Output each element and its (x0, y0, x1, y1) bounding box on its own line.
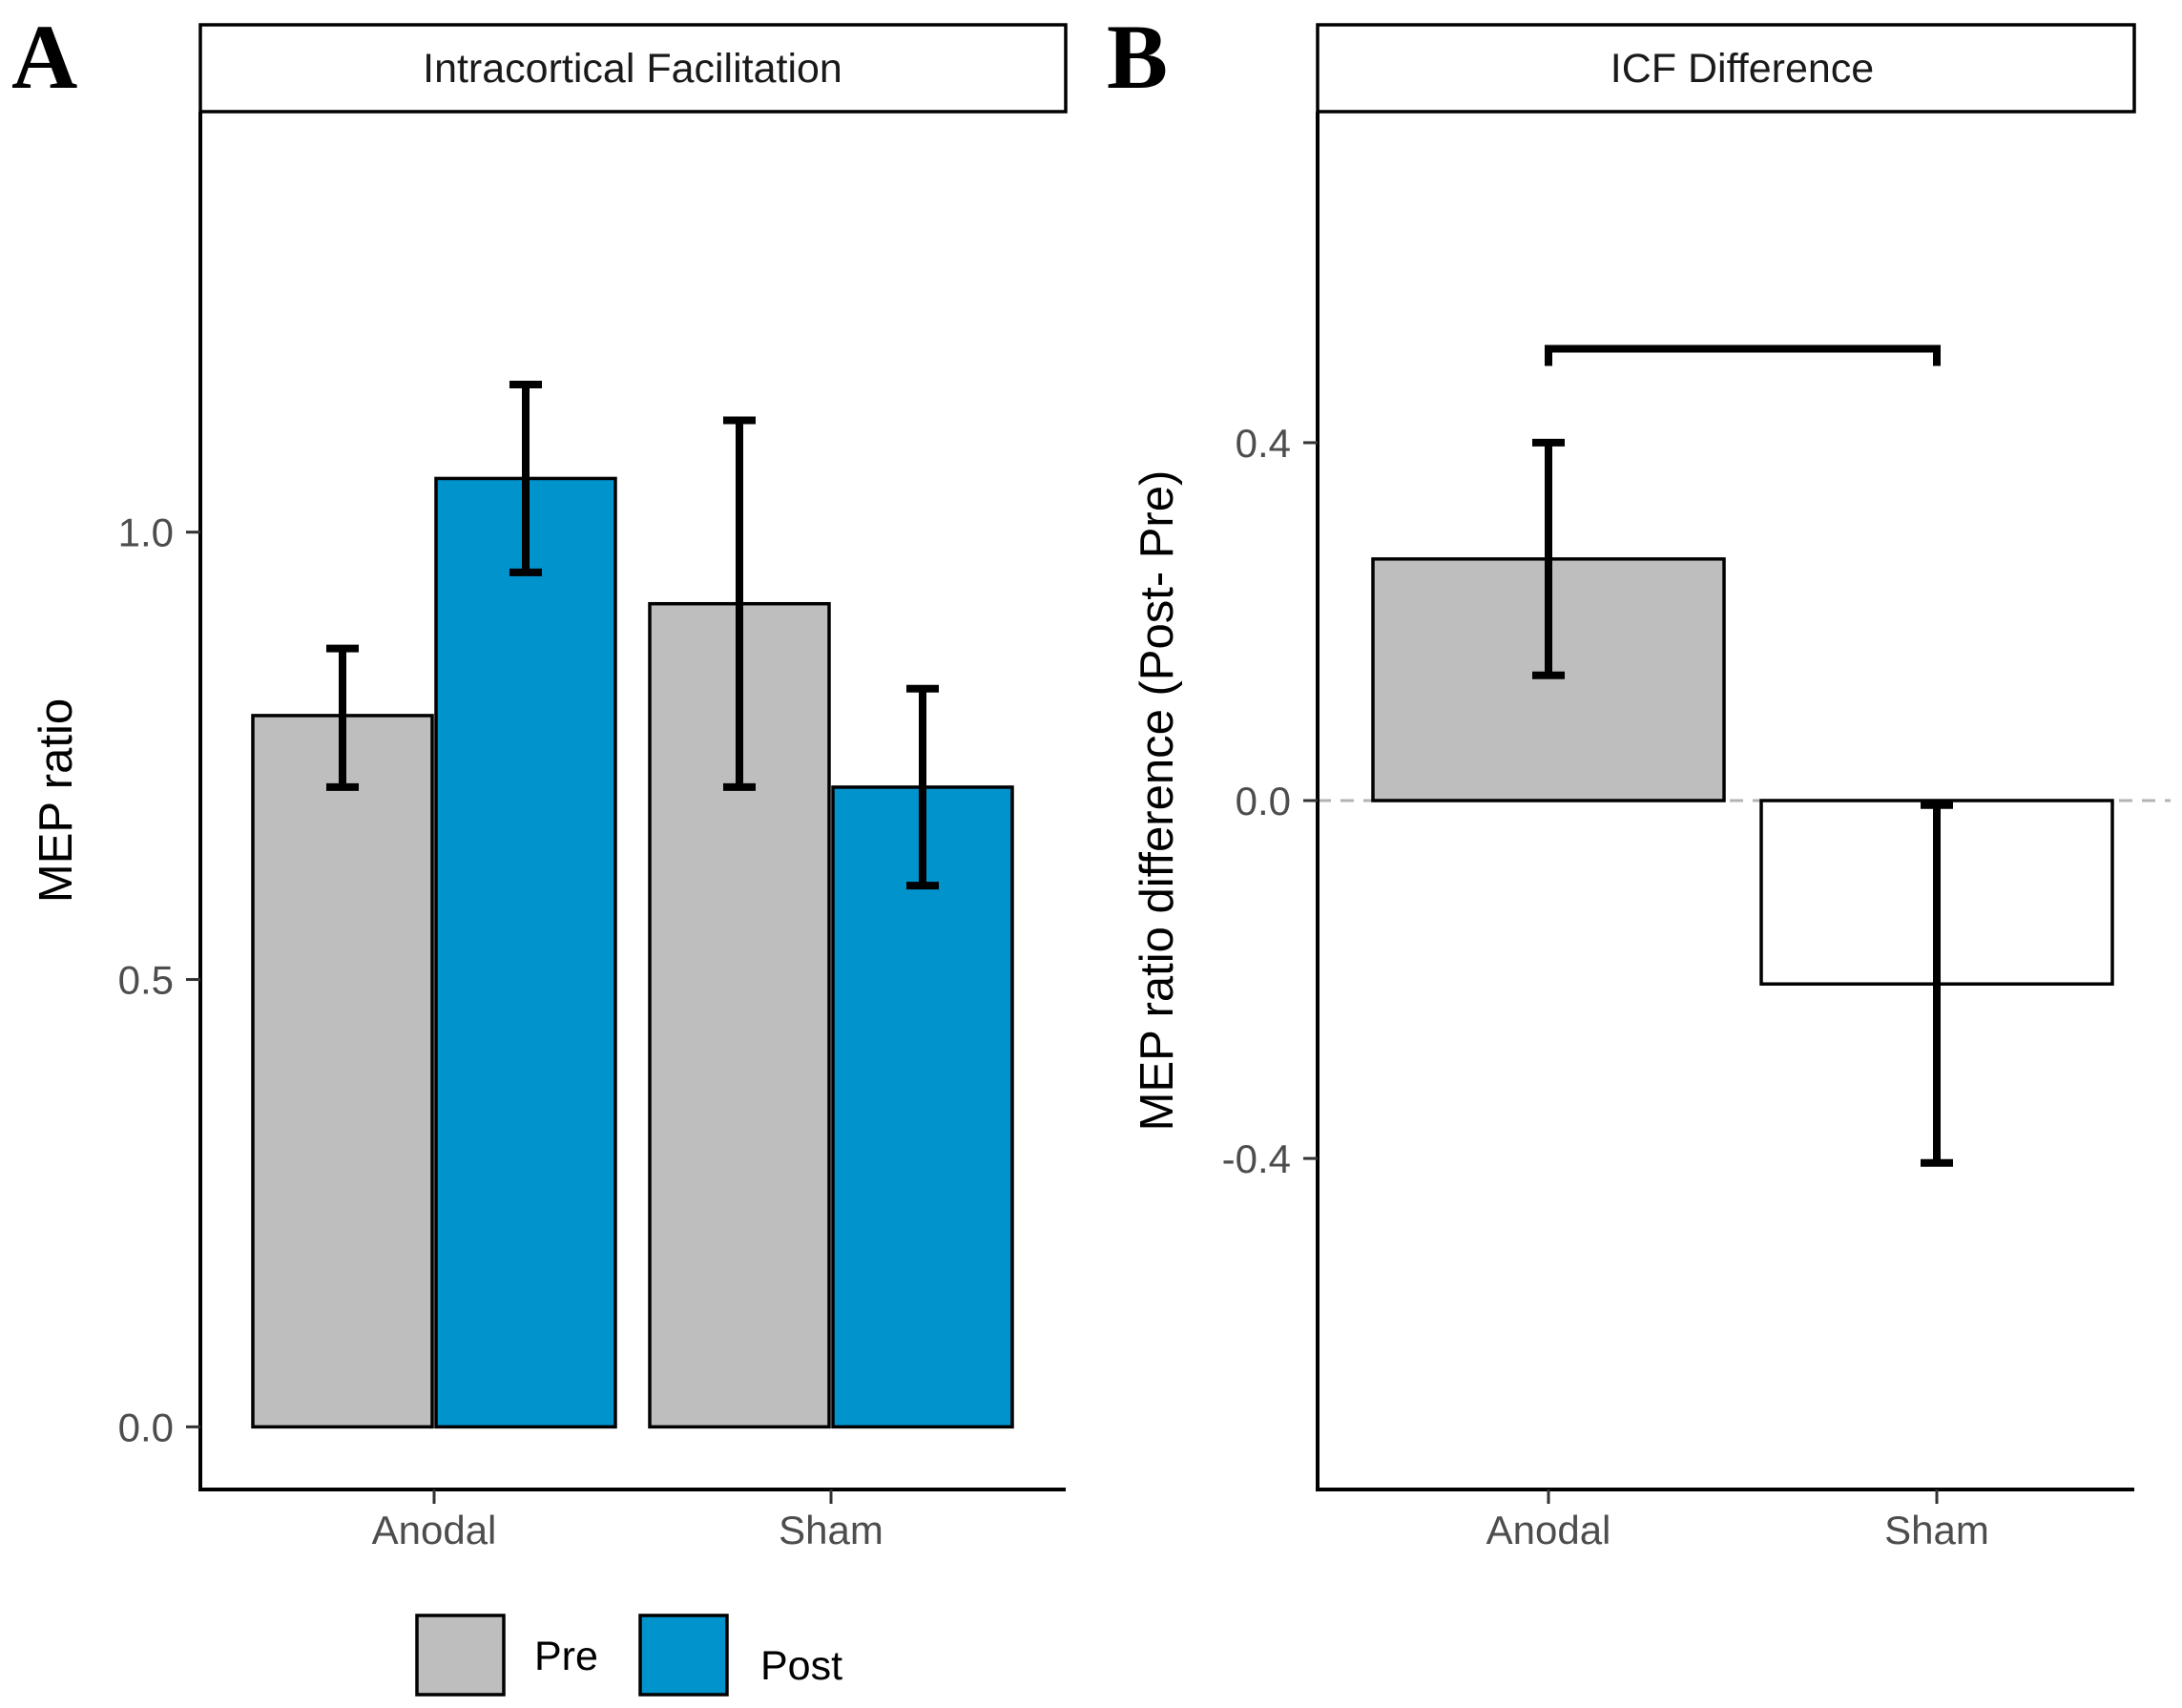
panel-a-x-ticks: Anodal Sham (372, 1489, 883, 1552)
bar-post-anodal (434, 476, 617, 1429)
legend-key-pre (415, 1614, 506, 1697)
y-tick-label: 0.0 (118, 1405, 174, 1449)
legend-label-pre: Pre (534, 1634, 598, 1679)
x-tick-label: Anodal (372, 1508, 497, 1552)
panel-b-title: ICF Difference (1611, 46, 1874, 92)
panel-b-x-ticks: Anodal Sham (1486, 1489, 1989, 1552)
legend-label-post: Post (760, 1643, 842, 1689)
panel-a-y-axis-title: MEP ratio (31, 698, 82, 903)
panel-b-y-ticks: -0.4 0.0 0.4 (1222, 421, 1318, 1181)
panel-a-error-bars (326, 380, 939, 890)
legend-key-post (638, 1614, 729, 1697)
panel-b-letter: B (1107, 6, 1168, 108)
panel-a-title: Intracortical Facilitation (423, 46, 842, 92)
y-tick-label: 0.5 (118, 958, 174, 1003)
panel-b: B ICF Difference -0.4 0.0 0.4 Anodal Sham M… (1107, 6, 2171, 1552)
x-tick-label: Sham (779, 1508, 883, 1552)
significance-bracket-line (1545, 344, 1941, 366)
panel-a: A Intracortical Facilitation 0.0 0.5 1.0 A… (11, 6, 1068, 1552)
bar-pre-anodal (251, 714, 434, 1429)
panel-b-significance-bracket (1545, 344, 1941, 366)
y-tick-label: 0.0 (1236, 779, 1291, 823)
panel-b-bars (1371, 557, 2114, 986)
y-tick-label: 1.0 (118, 510, 174, 555)
panel-a-letter: A (11, 6, 77, 108)
panel-b-y-axis-title: MEP ratio difference (Post- Pre) (1132, 470, 1183, 1132)
y-tick-label: 0.4 (1236, 421, 1291, 466)
legend: Pre Post (415, 1614, 842, 1697)
panel-a-bars (251, 476, 1014, 1429)
y-tick-label: -0.4 (1222, 1136, 1291, 1181)
x-tick-label: Sham (1884, 1508, 1989, 1552)
panel-a-y-ticks: 0.0 0.5 1.0 (118, 510, 200, 1449)
x-tick-label: Anodal (1486, 1508, 1611, 1552)
panel-a-title-strip (198, 23, 1068, 114)
panel-b-error-bars (1532, 438, 1953, 1167)
panel-b-title-strip (1316, 23, 2136, 114)
